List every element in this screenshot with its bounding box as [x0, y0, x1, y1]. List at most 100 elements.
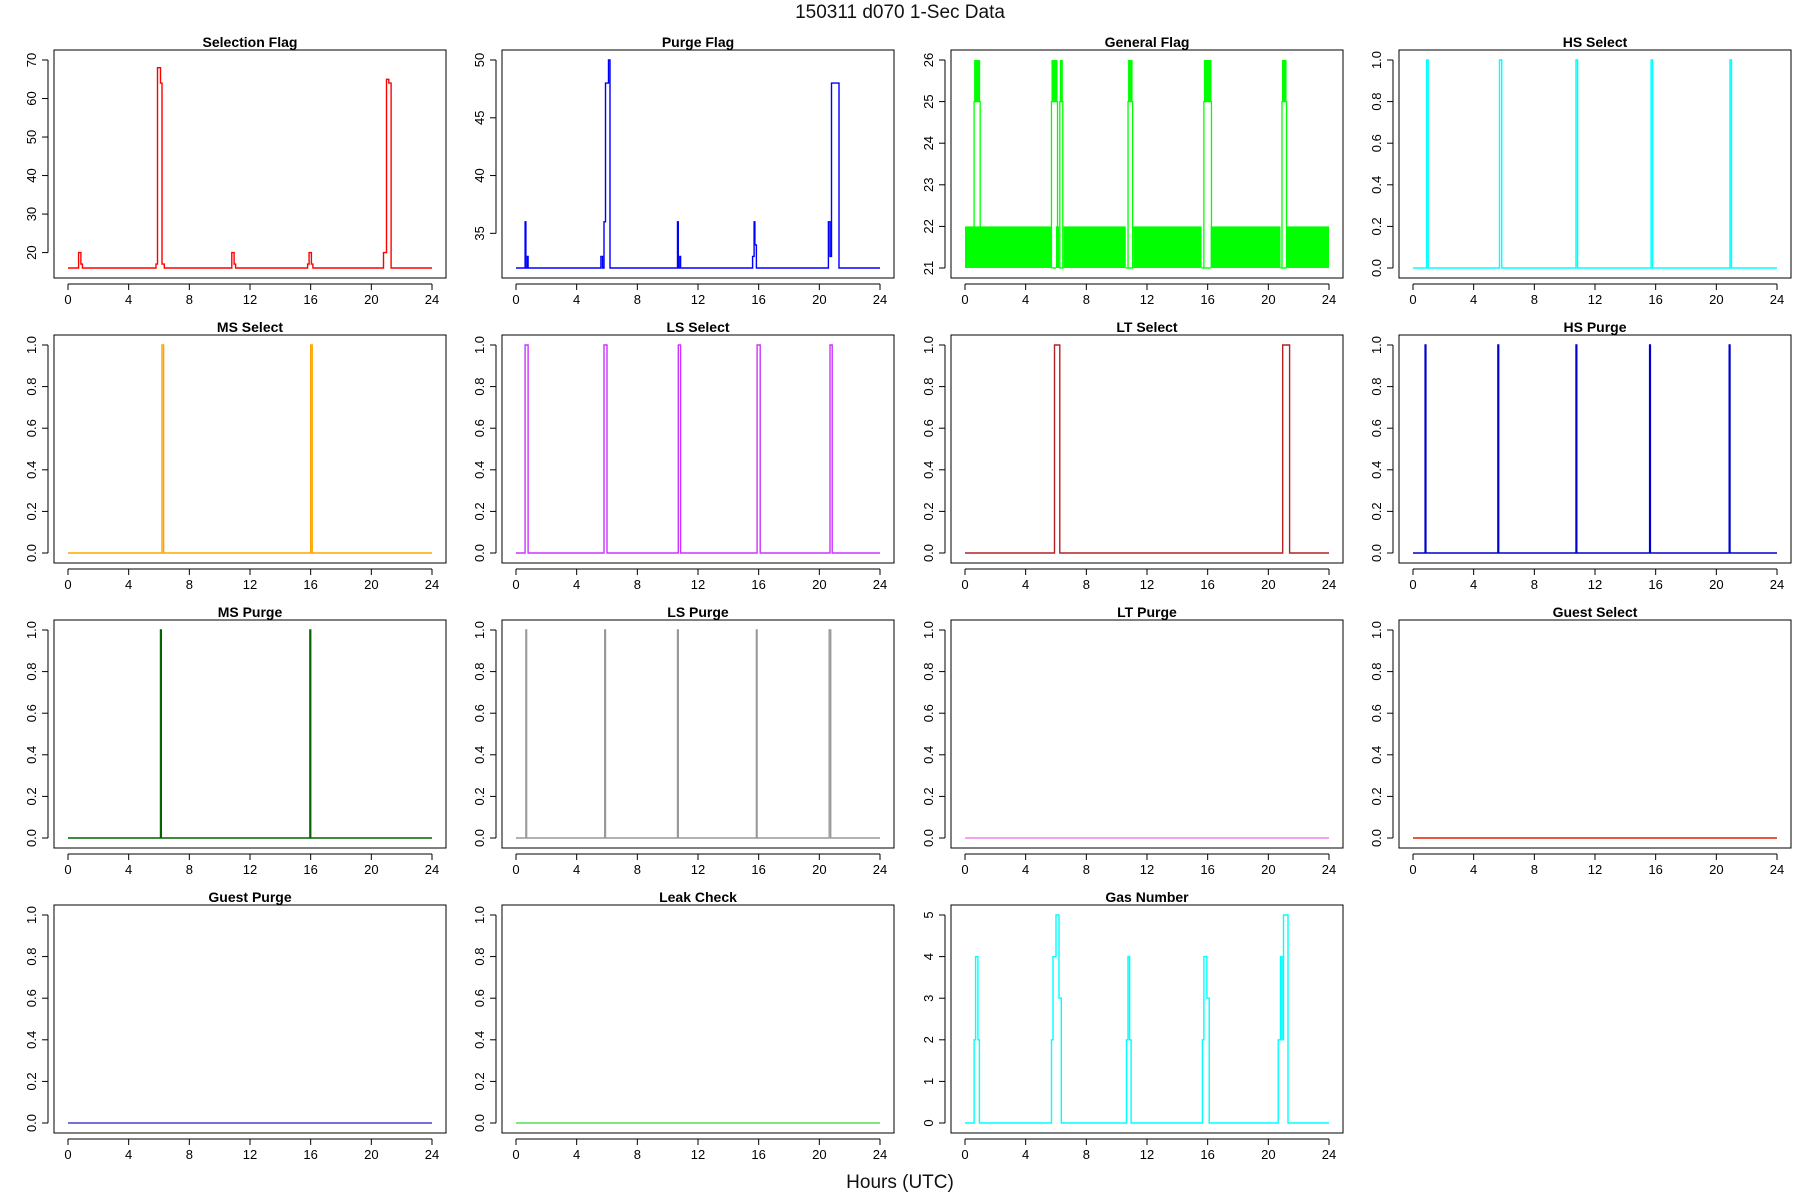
plot-frame — [53, 49, 447, 279]
data-spike-block — [1059, 60, 1063, 102]
data-spike-line — [1059, 100, 1064, 268]
y-tick-label: 1.0 — [472, 621, 487, 639]
x-tick-label: 16 — [303, 862, 317, 877]
y-tick-label: 0.6 — [921, 419, 936, 437]
plot-frame — [53, 619, 447, 849]
x-axis: 0 4 8 12 16 20 24 — [512, 283, 887, 307]
x-tick-label: 0 — [512, 292, 519, 307]
x-tick-label: 8 — [186, 292, 193, 307]
y-tick-label: 0.4 — [1369, 746, 1384, 764]
figure-xlabel: Hours (UTC) — [846, 1172, 954, 1193]
plot-frame — [501, 904, 895, 1134]
x-tick-label: 4 — [573, 1147, 580, 1162]
y-tick-label: 50 — [24, 130, 39, 144]
x-tick-label: 0 — [64, 1147, 71, 1162]
panel-title: LT Select — [1116, 319, 1178, 335]
x-tick-label: 20 — [812, 862, 826, 877]
y-axis: 0.0 0.2 0.4 0.6 0.8 1.0 — [472, 906, 497, 1132]
y-tick-label: 0.6 — [921, 704, 936, 722]
plot-frame — [53, 334, 447, 564]
x-tick-label: 16 — [1200, 862, 1214, 877]
x-tick-label: 4 — [573, 862, 580, 877]
y-axis: 21 22 23 24 25 26 — [921, 53, 946, 275]
x-axis: 0 4 8 12 16 20 24 — [1409, 283, 1784, 307]
x-tick-label: 24 — [425, 577, 439, 592]
x-tick-label: 8 — [186, 862, 193, 877]
x-tick-label: 24 — [873, 1147, 887, 1162]
y-tick-label: 1 — [921, 1078, 936, 1085]
x-tick-label: 24 — [1322, 862, 1336, 877]
y-tick-label: 0.0 — [24, 829, 39, 847]
x-tick-label: 12 — [243, 1147, 257, 1162]
x-tick-label: 4 — [1022, 1147, 1029, 1162]
x-tick-label: 8 — [186, 577, 193, 592]
panel-ms-select: MS Select 0 4 8 12 16 20 24 0.0 0.2 0.4 0.6 0.8 1.0 — [24, 319, 447, 592]
y-tick-label: 0.4 — [1369, 461, 1384, 479]
x-axis: 0 4 8 12 16 20 24 — [64, 568, 439, 592]
x-tick-label: 4 — [125, 292, 132, 307]
data-spike-line — [1281, 100, 1288, 268]
panel-title: LS Purge — [667, 604, 729, 620]
panel-guest-purge: Guest Purge 0 4 8 12 16 20 24 0.0 0.2 0.4 0.6 0.8 1.0 — [24, 889, 447, 1162]
y-tick-label: 0.4 — [24, 461, 39, 479]
panel-title: MS Purge — [218, 604, 283, 620]
x-axis: 0 4 8 12 16 20 24 — [961, 853, 1336, 877]
y-tick-label: 0.2 — [1369, 502, 1384, 520]
data-spike-block — [974, 60, 981, 102]
y-tick-label: 0.4 — [24, 1031, 39, 1049]
x-tick-label: 8 — [1531, 577, 1538, 592]
x-tick-label: 20 — [1709, 292, 1723, 307]
y-tick-label: 0.0 — [1369, 544, 1384, 562]
y-axis: 35 40 45 50 — [472, 53, 497, 241]
x-axis: 0 4 8 12 16 20 24 — [1409, 568, 1784, 592]
x-tick-label: 20 — [1261, 1147, 1275, 1162]
y-tick-label: 0.6 — [472, 989, 487, 1007]
x-tick-label: 24 — [1770, 577, 1784, 592]
x-tick-label: 24 — [873, 862, 887, 877]
plot-frame — [501, 49, 895, 279]
y-axis: 20 30 40 50 60 70 — [24, 53, 49, 260]
x-tick-label: 24 — [425, 292, 439, 307]
y-tick-label: 0.6 — [1369, 704, 1384, 722]
panel-title: HS Purge — [1563, 319, 1626, 335]
y-axis: 0.0 0.2 0.4 0.6 0.8 1.0 — [24, 621, 49, 847]
y-tick-label: 1.0 — [472, 336, 487, 354]
x-tick-label: 16 — [751, 862, 765, 877]
y-tick-label: 2 — [921, 1036, 936, 1043]
y-tick-label: 1.0 — [921, 336, 936, 354]
data-spike-block — [1203, 60, 1212, 102]
y-axis: 0.0 0.2 0.4 0.6 0.8 1.0 — [1369, 51, 1394, 277]
x-tick-label: 16 — [1648, 577, 1662, 592]
y-tick-label: 0 — [921, 1119, 936, 1126]
x-tick-label: 4 — [125, 862, 132, 877]
y-tick-label: 50 — [472, 53, 487, 67]
x-tick-label: 0 — [64, 292, 71, 307]
x-tick-label: 20 — [1261, 577, 1275, 592]
x-tick-label: 24 — [873, 577, 887, 592]
y-axis: 0 1 2 3 4 5 — [921, 911, 946, 1127]
data-gap — [1125, 225, 1134, 269]
x-tick-label: 4 — [1022, 577, 1029, 592]
y-tick-label: 0.0 — [921, 544, 936, 562]
y-tick-label: 0.0 — [24, 1114, 39, 1132]
x-tick-label: 8 — [186, 1147, 193, 1162]
x-tick-label: 16 — [1648, 862, 1662, 877]
y-tick-label: 0.8 — [472, 948, 487, 966]
y-tick-label: 0.4 — [921, 746, 936, 764]
x-tick-label: 0 — [961, 292, 968, 307]
y-tick-label: 0.0 — [1369, 829, 1384, 847]
y-tick-label: 30 — [24, 207, 39, 221]
data-spike-line — [973, 100, 981, 268]
x-tick-label: 0 — [961, 577, 968, 592]
data-series-hs-select — [1413, 59, 1777, 269]
x-tick-label: 16 — [1200, 577, 1214, 592]
y-tick-label: 40 — [472, 168, 487, 182]
data-series-selection-flag — [68, 66, 432, 269]
y-tick-label: 40 — [24, 168, 39, 182]
x-tick-label: 4 — [1470, 292, 1477, 307]
x-tick-label: 20 — [812, 292, 826, 307]
data-gap — [1280, 225, 1287, 269]
x-tick-label: 12 — [1140, 577, 1154, 592]
x-tick-label: 24 — [425, 1147, 439, 1162]
x-axis: 0 4 8 12 16 20 24 — [961, 283, 1336, 307]
